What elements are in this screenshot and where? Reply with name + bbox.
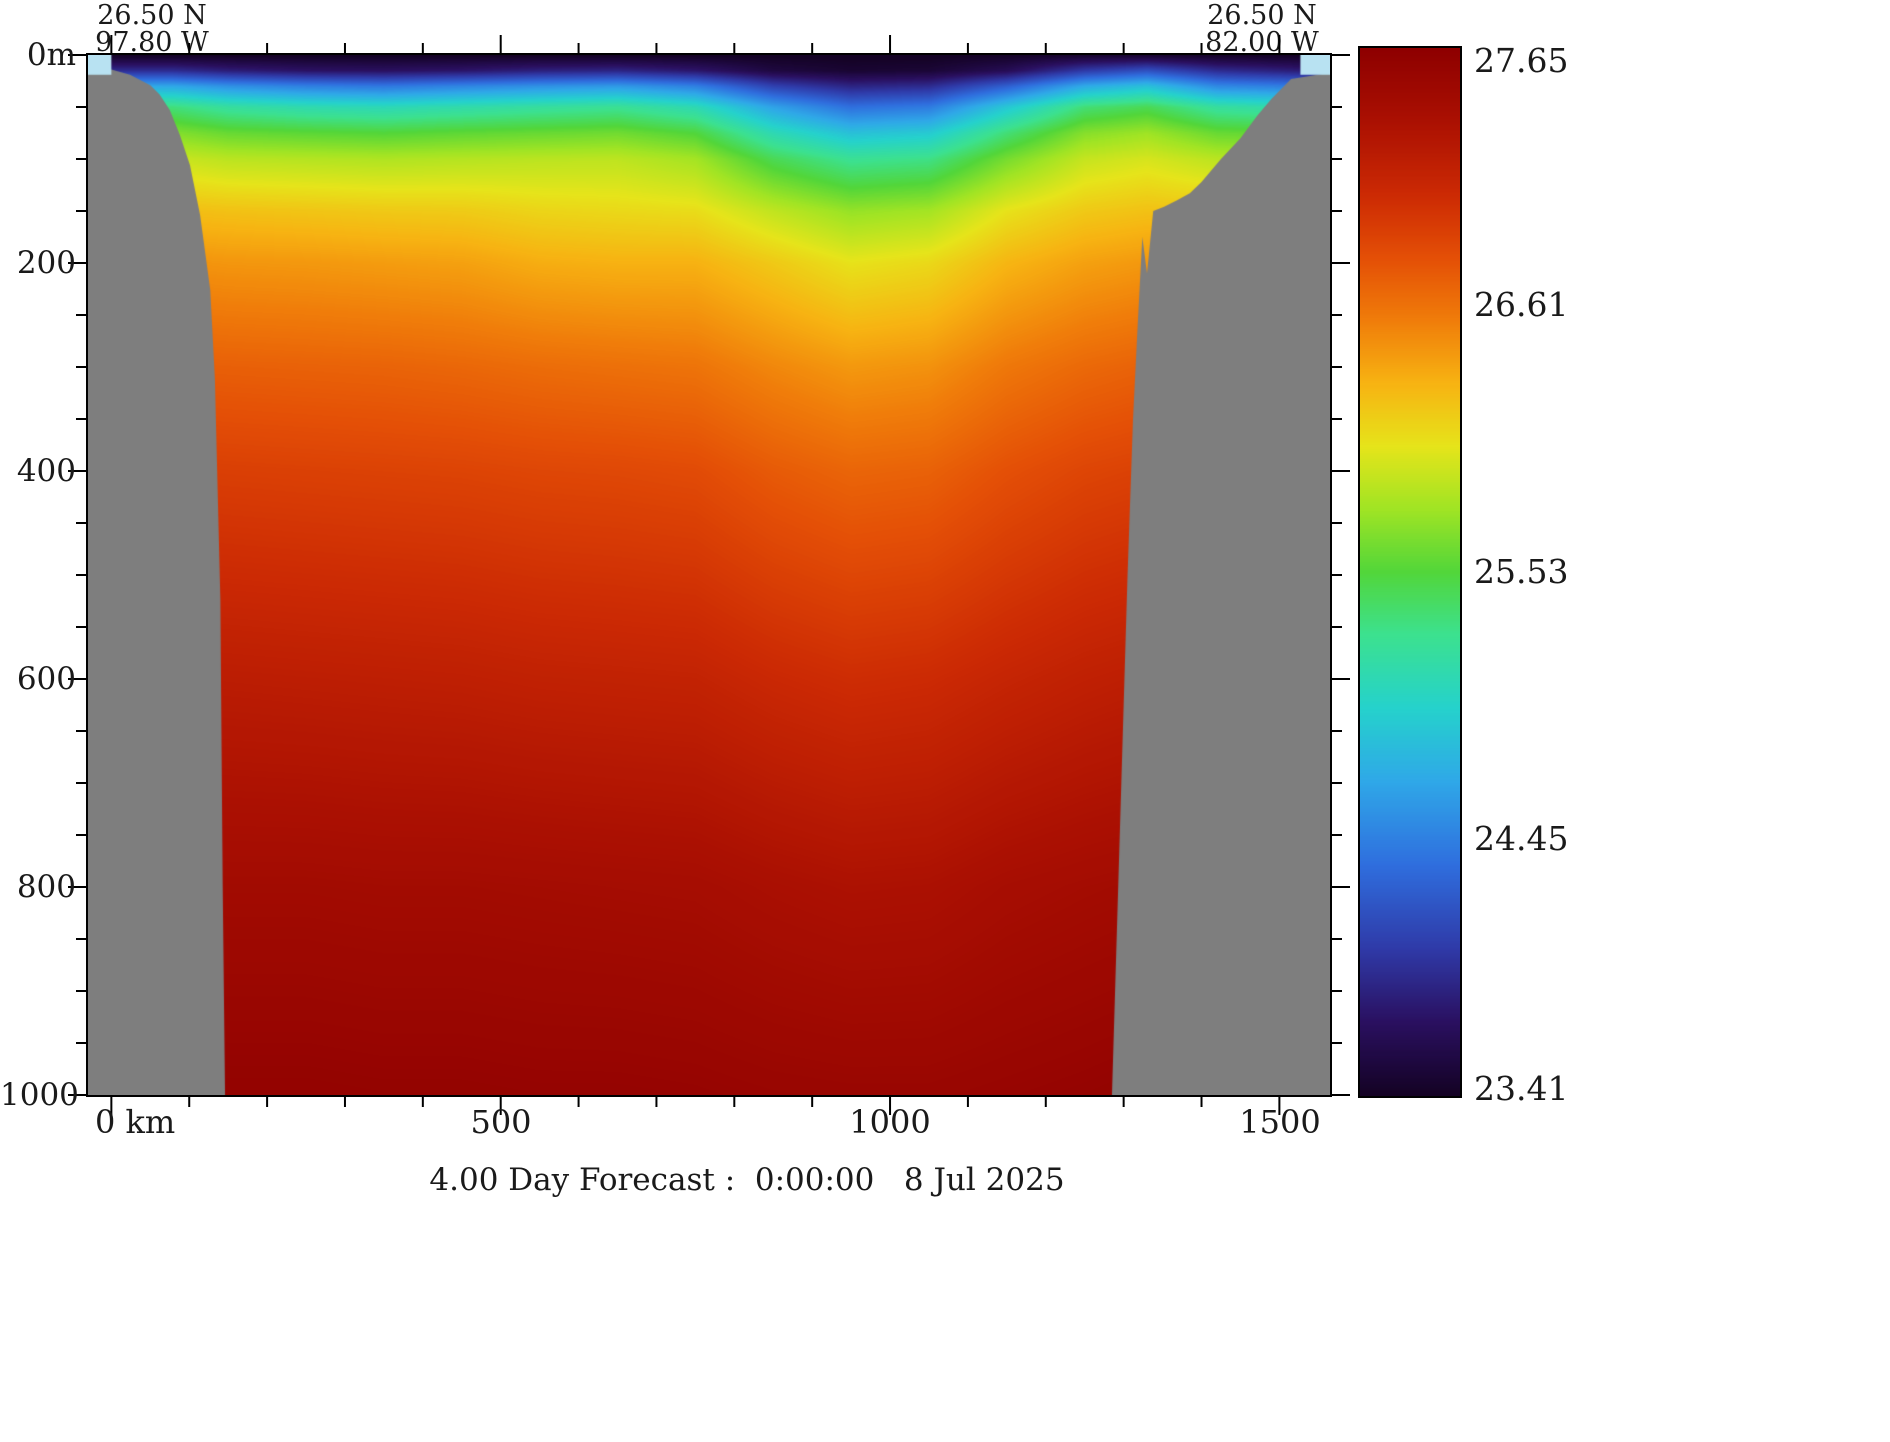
y-axis-label-200: 200 [16,245,76,281]
y-axis-label-600: 600 [16,661,76,697]
colorbar-label-min: 23.41 [1474,1069,1569,1108]
colorbar [1358,46,1462,1098]
colorbar-label-2553: 25.53 [1474,552,1569,591]
longitude-label-left: 97.80 W [95,27,209,58]
x-axis-label-0: 0 km [95,1103,176,1141]
x-axis-label-500: 500 [470,1103,532,1141]
section-plot [86,53,1332,1097]
longitude-label-right: 82.00 W [1205,27,1319,58]
y-axis-label-800: 800 [16,869,76,905]
section-start-coordinates: 26.50 N 97.80 W [82,2,222,56]
y-axis-label-1000: 1000 [0,1077,79,1113]
y-axis-label-400: 400 [16,453,76,489]
colorbar-label-2445: 24.45 [1474,819,1569,858]
colorbar-canvas [1360,48,1460,1096]
colorbar-label-2661: 26.61 [1474,285,1569,324]
latitude-label-right: 26.50 N [1207,0,1317,31]
colorbar-label-max: 27.65 [1474,41,1569,80]
x-axis-label-1000: 1000 [849,1103,931,1141]
y-axis-label-0: 0m [26,37,76,73]
forecast-caption: 4.00 Day Forecast : 0:00:00 8 Jul 2025 [429,1162,1065,1198]
latitude-label-left: 26.50 N [97,0,207,31]
section-end-coordinates: 26.50 N 82.00 W [1192,2,1332,56]
density-field-canvas [88,55,1330,1095]
x-axis-label-1500: 1500 [1239,1103,1321,1141]
